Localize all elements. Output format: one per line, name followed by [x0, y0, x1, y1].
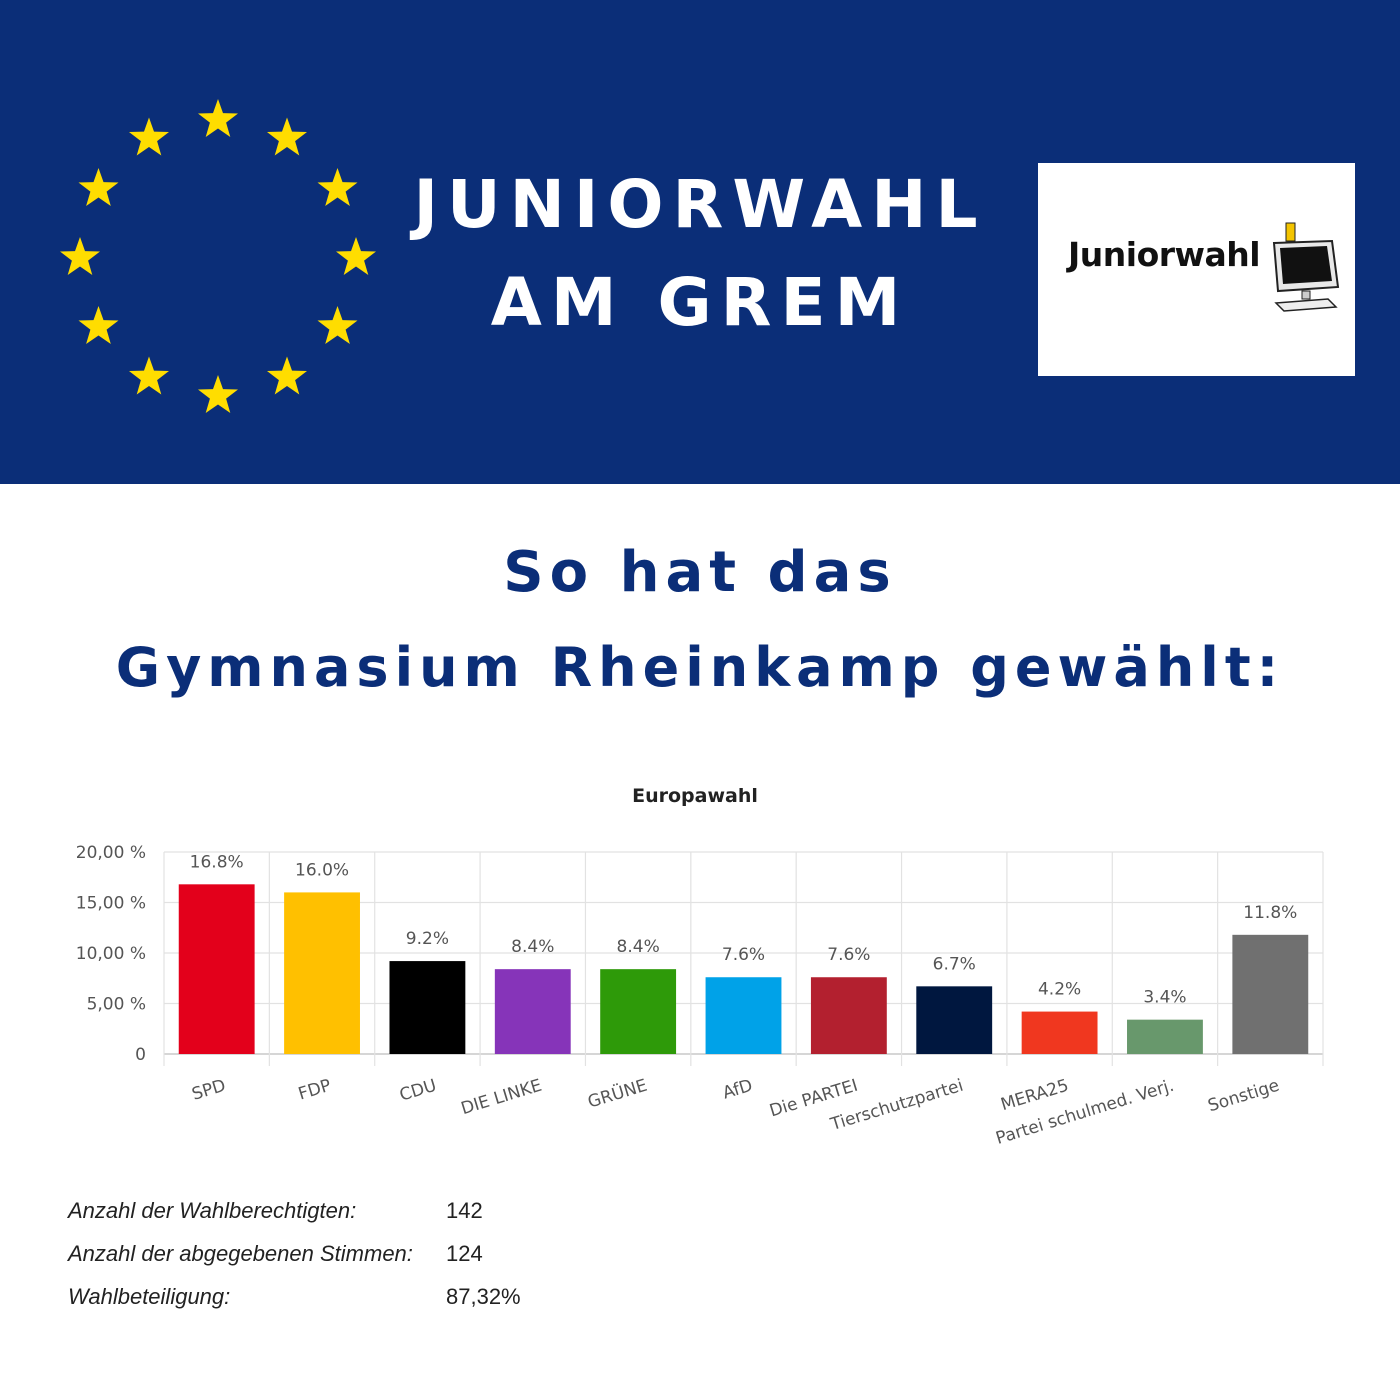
- y-tick-label: 15,00 %: [76, 894, 146, 914]
- stat-value: 142: [446, 1198, 483, 1223]
- star-icon: [198, 99, 238, 137]
- bar-chart: Europawahl 0 5,00 % 10,00 % 15,00 % 20,00 % 1…: [76, 785, 1324, 1149]
- bar-value-label: 3.4%: [1143, 988, 1186, 1008]
- bar-value-label: 16.8%: [190, 852, 244, 872]
- stat-label: Anzahl der Wahlberechtigten:: [68, 1198, 357, 1223]
- star-icon: [78, 306, 119, 344]
- star-icon: [336, 237, 376, 275]
- bar-value-label: 9.2%: [406, 929, 449, 949]
- bar: [178, 884, 255, 1054]
- x-tick-label: SPD: [190, 1076, 228, 1105]
- star-icon: [78, 168, 119, 206]
- chart-title: Europawahl: [632, 785, 758, 807]
- x-tick-label: Sonstige: [1206, 1076, 1282, 1117]
- computer-icon: [1272, 222, 1340, 312]
- bar-value-label: 6.7%: [933, 954, 976, 974]
- bar-value-label: 7.6%: [827, 945, 870, 965]
- stat-value: 124: [446, 1241, 483, 1266]
- eu-stars-emblem: [60, 99, 376, 413]
- bar-value-label: 16.0%: [295, 860, 349, 880]
- bar-value-label: 11.8%: [1243, 903, 1297, 923]
- star-icon: [317, 168, 358, 206]
- star-icon: [267, 117, 307, 156]
- bar-value-label: 4.2%: [1038, 980, 1081, 1000]
- subtitle-line1: So hat das: [503, 540, 897, 605]
- stat-row: Anzahl der Wahlberechtigten: 142: [68, 1198, 668, 1241]
- bar-value-label: 8.4%: [511, 937, 554, 957]
- y-tick-label: 0: [135, 1045, 146, 1065]
- star-icon: [267, 356, 307, 395]
- y-tick-label: 20,00 %: [76, 843, 146, 863]
- x-tick-label: Partei schulmed. Verj.: [994, 1076, 1177, 1149]
- y-tick-label: 10,00 %: [76, 944, 146, 964]
- header-banner: JUNIORWAHL AM GREM Juniorwahl: [0, 0, 1400, 484]
- stat-value: 87,32%: [446, 1284, 521, 1309]
- stat-row: Wahlbeteiligung: 87,32%: [68, 1284, 668, 1327]
- bar: [600, 969, 677, 1054]
- stat-label: Anzahl der abgegebenen Stimmen:: [68, 1241, 413, 1266]
- star-icon: [60, 237, 100, 275]
- header-title-line1: JUNIORWAHL: [413, 166, 987, 243]
- logo-text: Juniorwahl: [1068, 235, 1261, 274]
- bar: [705, 977, 782, 1054]
- star-icon: [129, 117, 169, 156]
- bar-value-label: 8.4%: [617, 937, 660, 957]
- stat-label: Wahlbeteiligung:: [68, 1284, 231, 1309]
- star-icon: [129, 356, 169, 395]
- bar: [1127, 1019, 1203, 1054]
- header-title-line2: AM GREM: [490, 264, 910, 341]
- bar: [916, 986, 993, 1054]
- subtitle-line2: Gymnasium Rheinkamp gewählt:: [115, 636, 1285, 699]
- bar: [389, 961, 466, 1054]
- star-icon: [198, 375, 238, 413]
- bar-value-label: 7.6%: [722, 945, 765, 965]
- juniorwahl-logo: Juniorwahl: [1038, 163, 1355, 376]
- x-tick-label: CDU: [397, 1076, 439, 1106]
- stats-table: Anzahl der Wahlberechtigten: 142 Anzahl …: [68, 1198, 668, 1327]
- stat-row: Anzahl der abgegebenen Stimmen: 124: [68, 1241, 668, 1284]
- x-tick-label: FDP: [296, 1076, 334, 1105]
- bar: [284, 892, 360, 1054]
- x-tick-label: AfD: [720, 1076, 755, 1104]
- bar: [1021, 1011, 1098, 1054]
- y-tick-label: 5,00 %: [87, 995, 146, 1015]
- star-icon: [317, 306, 358, 344]
- bar: [810, 977, 887, 1054]
- bar: [1232, 934, 1309, 1054]
- x-tick-label: DIE LINKE: [459, 1076, 545, 1119]
- x-tick-label: GRÜNE: [585, 1074, 650, 1113]
- bar: [494, 969, 571, 1054]
